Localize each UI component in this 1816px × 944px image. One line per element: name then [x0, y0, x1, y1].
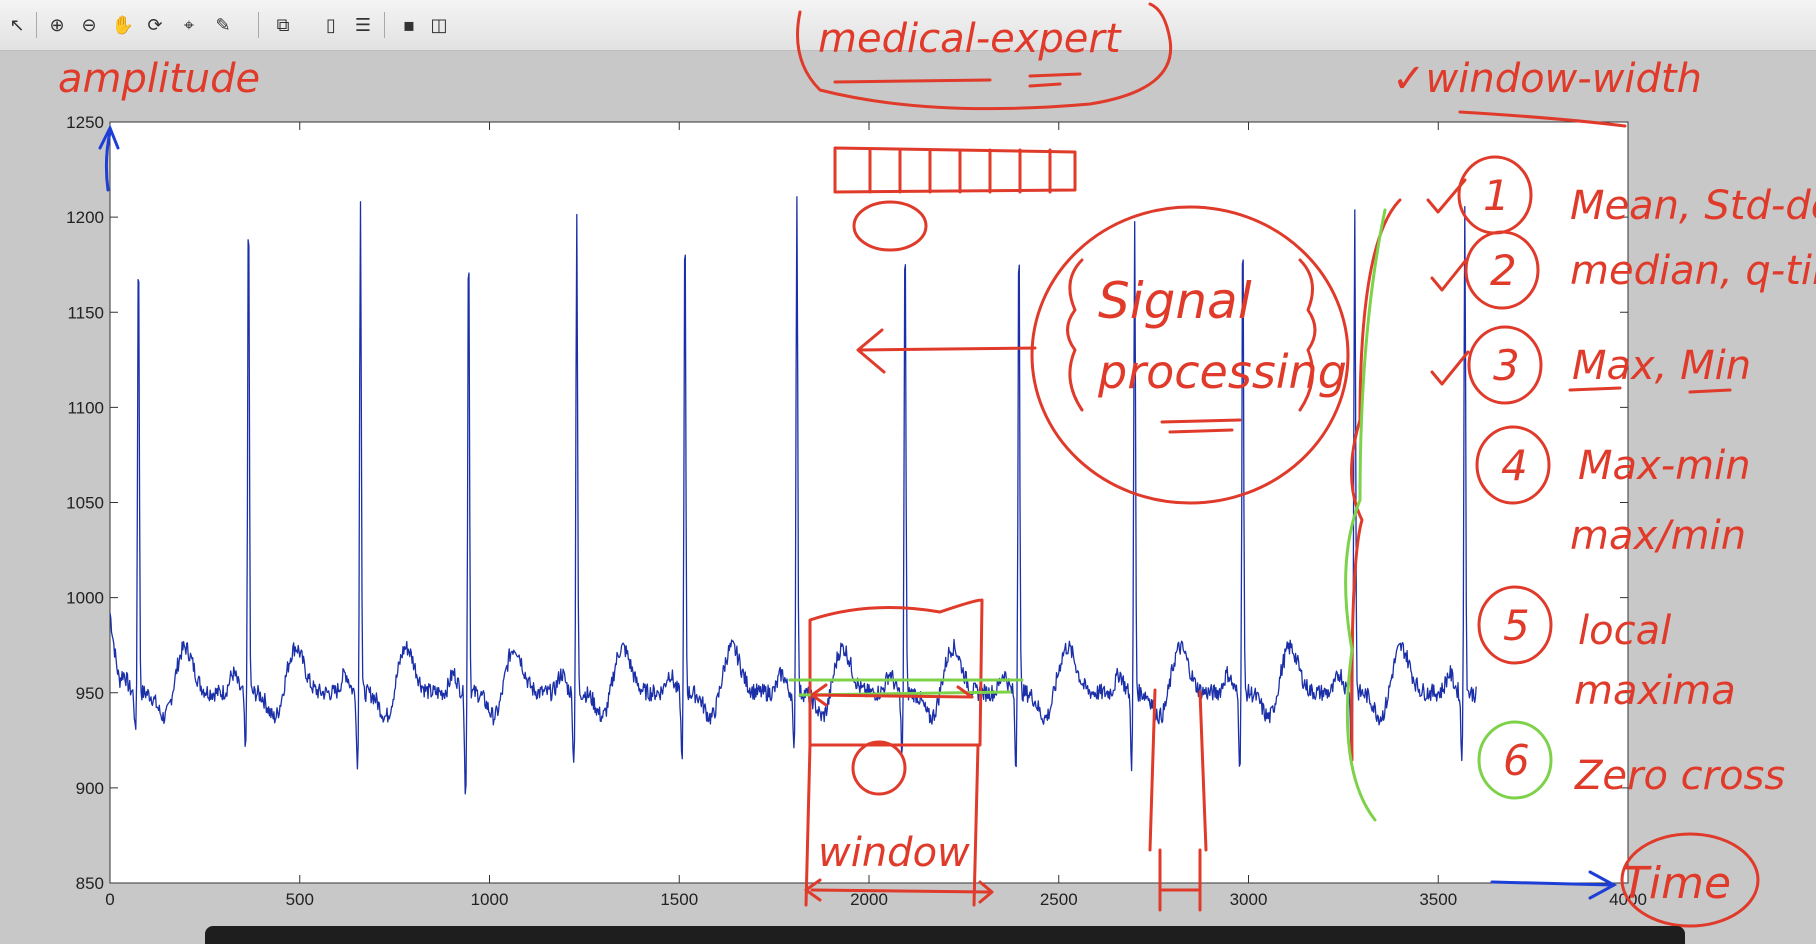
peak-circle	[852, 200, 928, 252]
list-item-text: median, q-tile	[1570, 248, 1816, 294]
list-item-text: local	[1578, 608, 1671, 654]
trough-circle	[851, 740, 907, 796]
brush-icon[interactable]: ✎	[215, 14, 231, 36]
list-number-circle	[1475, 425, 1551, 505]
pan-hand-icon[interactable]: ✋	[111, 14, 135, 36]
brace-left	[1066, 258, 1084, 412]
medical-expert-underline	[833, 72, 1082, 88]
x-tick-label: 2000	[850, 890, 888, 909]
link-plot-icon[interactable]: ⧉	[276, 14, 290, 36]
y-tick-label: 950	[76, 684, 104, 703]
y-tick-label: 900	[76, 779, 104, 798]
y-tick-label: 1150	[67, 303, 104, 322]
list-number-4: 4	[1501, 441, 1528, 490]
list-number-6: 6	[1503, 736, 1530, 785]
list-brace-green	[1344, 208, 1387, 822]
list-number-1: 1	[1483, 171, 1510, 220]
signal-processing-line1: Signal	[1098, 272, 1252, 330]
check-mark-2	[1430, 258, 1468, 292]
max-min-underline	[1568, 386, 1732, 394]
signal-processing-circle	[1030, 205, 1350, 505]
data-cursor-icon[interactable]: ⌖	[183, 14, 195, 36]
y-tick-label: 1000	[66, 589, 104, 608]
signal-processing-arrow	[856, 328, 1037, 374]
window-cells-box	[833, 146, 1077, 194]
y-tick-label: 1200	[66, 208, 104, 227]
window-annotation: window	[818, 830, 970, 876]
x-tick-label: 2500	[1040, 890, 1078, 909]
window-label-arrow	[804, 878, 994, 904]
zoom-out-icon[interactable]: ⊖	[81, 14, 97, 36]
list-item-text: Max, Min	[1572, 343, 1751, 389]
plot-area	[109, 121, 1629, 884]
select-pointer-icon[interactable]: ↖	[9, 14, 25, 36]
x-tick-label: 3500	[1419, 890, 1457, 909]
check-mark-1	[1426, 178, 1467, 214]
x-tick-label: 0	[105, 890, 114, 909]
window-width-annotation: ✓window-width	[1392, 56, 1702, 102]
list-item-text: maxima	[1574, 668, 1736, 714]
list-number-circle	[1477, 585, 1553, 665]
handwritten-annotations: amplitude medical-expert ✓window-width Sign…	[58, 2, 1816, 928]
hide-plot-tools-icon[interactable]: ▪	[402, 14, 416, 36]
y-tick-label: 1100	[67, 398, 104, 417]
check-mark-3	[1430, 350, 1470, 386]
zero-cross-line	[788, 678, 1024, 697]
medical-expert-annotation: medical-expert	[818, 16, 1122, 62]
x-tick-label: 3000	[1230, 890, 1268, 909]
amplitude-annotation: amplitude	[58, 56, 260, 102]
y-axis-arrow	[98, 124, 120, 192]
toolbar-separator	[36, 12, 37, 38]
x-axis-arrow	[1490, 870, 1618, 900]
time-annotation: Time	[1622, 858, 1731, 909]
y-tick-label: 1050	[66, 494, 104, 513]
rotate-3d-icon[interactable]: ⟳	[147, 14, 163, 36]
medical-expert-circle	[796, 2, 1173, 111]
brace-right	[1298, 258, 1317, 412]
screen-taskbar	[205, 926, 1685, 944]
signal-processing-underline	[1160, 418, 1242, 434]
list-brace-red	[1349, 198, 1402, 762]
second-window-marks	[1148, 688, 1208, 912]
ecg-signal-line	[109, 196, 1477, 795]
show-plot-tools-icon[interactable]: ◫	[430, 14, 448, 36]
list-number-circle	[1467, 325, 1543, 405]
list-item-text: Mean, Std-dev	[1570, 183, 1816, 229]
list-number-2: 2	[1490, 246, 1517, 295]
window-width-underline	[1458, 110, 1627, 128]
x-tick-label: 500	[286, 890, 314, 909]
list-item-text: max/min	[1570, 513, 1746, 559]
list-item-text: Max-min	[1578, 443, 1751, 489]
list-number-circle	[1464, 230, 1540, 310]
list-number-circle	[1477, 720, 1553, 800]
axis-ticks: 0 500 1000 1500 2000 2500 3000 3500 400085090095…	[66, 113, 1647, 909]
toolbar-separator	[258, 12, 259, 38]
signal-processing-line2: processing	[1097, 345, 1347, 399]
x-tick-label: 1500	[660, 890, 698, 909]
figure-toolbar: ↖ ⊕ ⊖ ✋ ⟳ ⌖ ✎ ⧉ ▯ ☰ ▪ ◫	[0, 0, 1816, 51]
y-tick-label: 850	[76, 874, 104, 893]
toolbar-separator	[384, 12, 385, 38]
legend-icon[interactable]: ☰	[354, 14, 372, 36]
time-circle	[1620, 832, 1760, 928]
window-box-on-signal	[808, 598, 984, 747]
zoom-in-icon[interactable]: ⊕	[49, 14, 65, 36]
list-number-5: 5	[1503, 601, 1530, 650]
window-dashed-guides	[804, 743, 980, 907]
list-number-3: 3	[1493, 341, 1520, 390]
colorbar-icon[interactable]: ▯	[326, 14, 336, 36]
list-item-text: Zero cross	[1574, 753, 1785, 799]
x-tick-label: 1000	[471, 890, 509, 909]
y-tick-label: 1250	[66, 113, 104, 132]
